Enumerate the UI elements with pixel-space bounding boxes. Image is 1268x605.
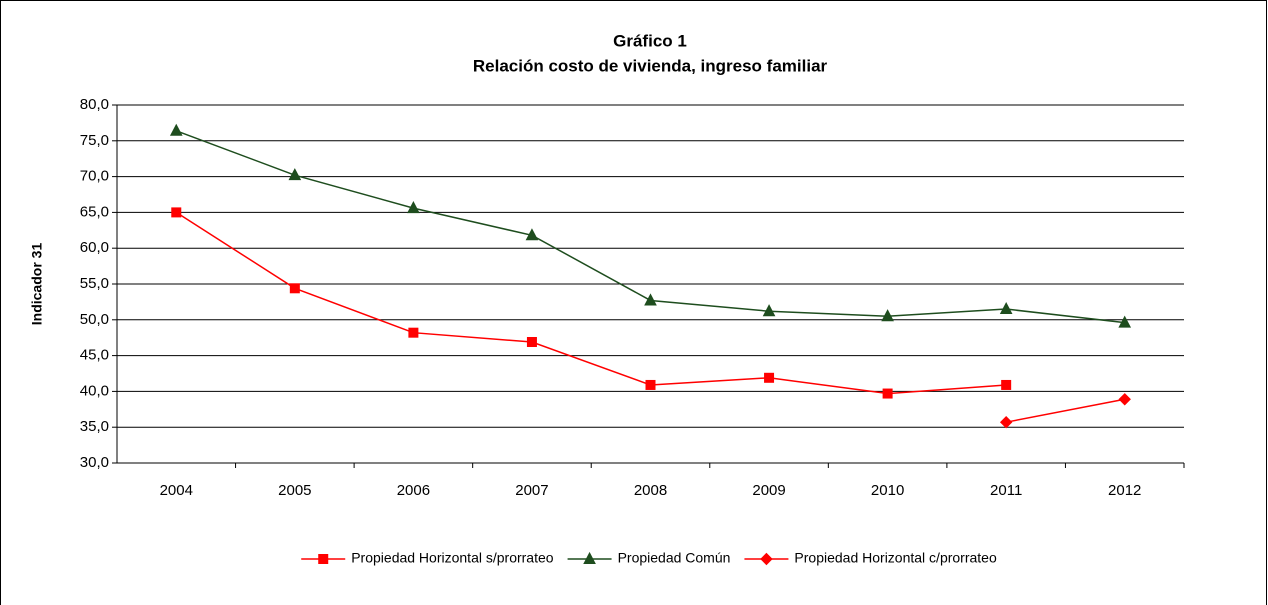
legend-label: Propiedad Horizontal s/prorrateo [351, 550, 554, 566]
data-point [644, 293, 657, 306]
legend-marker [760, 552, 773, 566]
data-point [645, 379, 656, 390]
x-tick-label: 2007 [515, 482, 548, 499]
data-point [1118, 393, 1131, 406]
y-tick-label: 70,0 [80, 168, 109, 185]
data-point [882, 388, 893, 399]
x-tick-label: 2009 [752, 482, 785, 499]
chart-title: Gráfico 1 [613, 31, 687, 50]
y-tick-label: 45,0 [80, 347, 109, 364]
data-point [169, 123, 183, 136]
y-axis-label: Indicador 31 [29, 243, 45, 326]
data-point [762, 304, 776, 317]
legend-marker [583, 551, 596, 564]
y-tick-label: 60,0 [80, 239, 109, 256]
chart-subtitle: Relación costo de vivienda, ingreso fami… [473, 56, 828, 75]
data-point [171, 207, 182, 218]
x-tick-label: 2010 [871, 482, 904, 499]
y-tick-label: 75,0 [80, 132, 109, 149]
y-tick-label: 65,0 [80, 203, 109, 220]
x-tick-label: 2012 [1108, 482, 1141, 499]
data-point [407, 201, 420, 214]
data-point [999, 301, 1013, 315]
data-point [526, 336, 537, 347]
data-point [1001, 379, 1012, 390]
x-tick-label: 2006 [397, 482, 430, 499]
data-point [881, 309, 894, 322]
x-tick-label: 2008 [634, 482, 667, 499]
series-line [175, 211, 1007, 395]
data-point [525, 228, 539, 241]
y-tick-label: 55,0 [80, 275, 109, 292]
y-tick-label: 30,0 [80, 454, 109, 471]
x-tick-label: 2005 [278, 482, 311, 499]
data-point [764, 372, 775, 383]
legend-marker [318, 554, 329, 564]
data-point [408, 327, 419, 338]
data-point [999, 415, 1013, 429]
y-tick-label: 80,0 [80, 96, 109, 113]
y-tick-label: 35,0 [80, 418, 109, 435]
y-tick-label: 40,0 [80, 382, 109, 399]
data-point [288, 168, 302, 181]
data-point [289, 283, 300, 294]
legend-label: Propiedad Común [618, 550, 731, 566]
legend-label: Propiedad Horizontal c/prorrateo [794, 550, 997, 566]
y-tick-label: 50,0 [80, 311, 109, 328]
x-tick-label: 2004 [160, 482, 193, 499]
series-line [1006, 398, 1125, 423]
data-point [1118, 315, 1132, 328]
x-tick-label: 2011 [990, 482, 1022, 499]
